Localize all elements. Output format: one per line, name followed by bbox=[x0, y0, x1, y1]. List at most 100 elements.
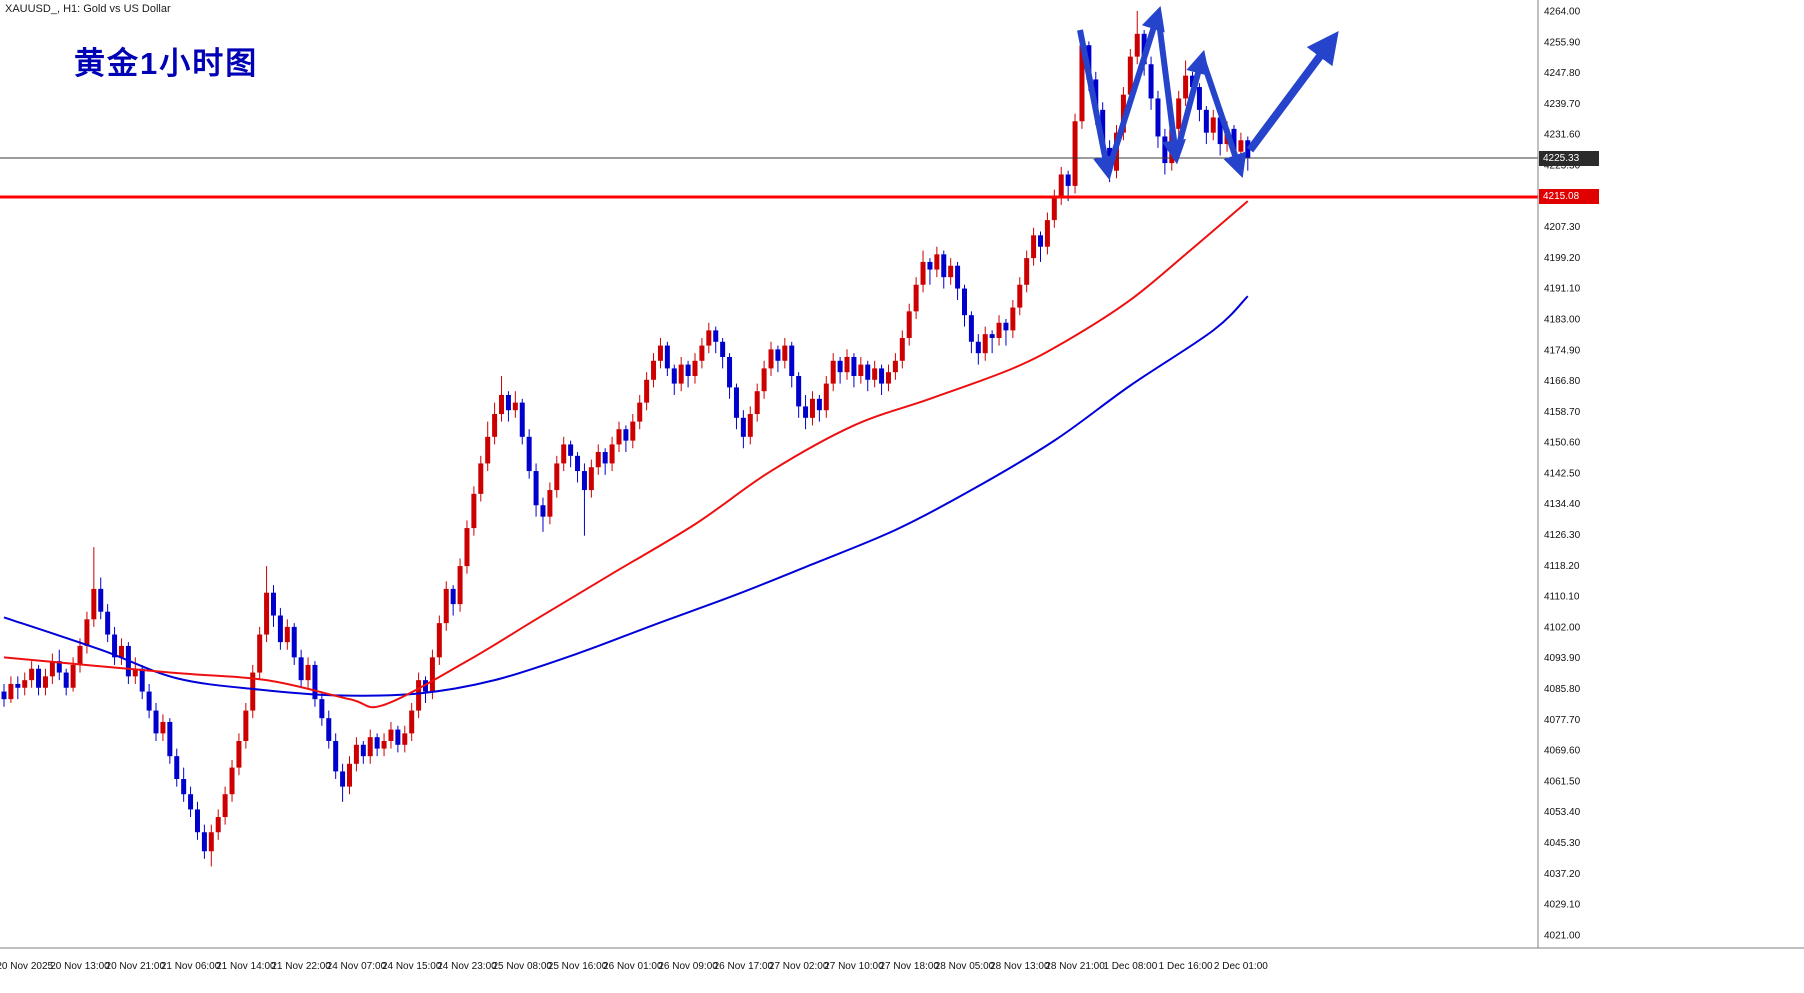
candle-body bbox=[84, 619, 90, 646]
annotation-arrow-segment[interactable] bbox=[1155, 13, 1186, 165]
candle-body bbox=[720, 341, 726, 357]
candle bbox=[961, 284, 967, 327]
candle-body bbox=[284, 626, 290, 643]
candle-body bbox=[982, 334, 988, 354]
time-axis-label: 21 Nov 06:00 bbox=[161, 961, 221, 972]
projection-arrow[interactable] bbox=[1246, 31, 1339, 153]
candle-body bbox=[816, 398, 822, 411]
candle-body bbox=[754, 391, 760, 415]
candle bbox=[1176, 90, 1182, 137]
time-axis-label: 26 Nov 17:00 bbox=[714, 961, 774, 972]
candle bbox=[353, 737, 359, 772]
candle bbox=[775, 345, 781, 373]
candle-body bbox=[423, 680, 429, 692]
candle-body bbox=[699, 345, 705, 361]
price-axis-label: 4207.30 bbox=[1544, 222, 1581, 233]
candle bbox=[112, 626, 118, 665]
candle bbox=[132, 657, 138, 684]
candle bbox=[264, 566, 270, 643]
candle-body bbox=[49, 661, 55, 677]
candle-body bbox=[1190, 75, 1196, 88]
candle bbox=[146, 683, 152, 719]
candle-body bbox=[1065, 174, 1071, 186]
annotation-arrow-segment[interactable] bbox=[1077, 29, 1117, 181]
candle bbox=[236, 733, 242, 776]
candle bbox=[740, 410, 746, 449]
annotation-arrow-segment[interactable] bbox=[1105, 5, 1165, 173]
candle-body bbox=[1058, 174, 1064, 198]
current-price-badge: 4225.33 bbox=[1539, 150, 1599, 166]
candle-body bbox=[858, 364, 864, 376]
candle bbox=[194, 801, 200, 840]
candle bbox=[347, 756, 352, 795]
candle bbox=[423, 676, 429, 703]
price-axis[interactable]: 4264.00 4255.90 4247.80 4239.70 4231.60 4223.… bbox=[1544, 7, 1581, 942]
candle-body bbox=[644, 379, 650, 403]
candle-body bbox=[913, 284, 919, 312]
time-axis-label: 25 Nov 08:00 bbox=[493, 961, 553, 972]
price-axis-label: 4174.90 bbox=[1544, 345, 1581, 356]
candle bbox=[56, 649, 62, 681]
candle-body bbox=[1210, 117, 1216, 133]
candle bbox=[554, 455, 560, 498]
candle-body bbox=[941, 254, 947, 278]
support-price-badge: 4215.08 bbox=[1539, 189, 1599, 205]
candle-body bbox=[609, 444, 615, 464]
candle bbox=[644, 372, 650, 411]
candle bbox=[77, 638, 83, 673]
candle bbox=[581, 463, 587, 536]
time-axis-label: 20 Nov 2025 bbox=[0, 961, 54, 972]
candle-body bbox=[91, 588, 97, 620]
candle bbox=[1, 683, 7, 707]
candle bbox=[478, 455, 484, 502]
candle bbox=[609, 436, 615, 472]
candle-body bbox=[803, 406, 809, 418]
candle-body bbox=[105, 611, 111, 635]
candle-body bbox=[8, 683, 14, 700]
candle-body bbox=[305, 664, 311, 681]
candle-body bbox=[70, 664, 76, 688]
candle bbox=[561, 436, 567, 472]
candle bbox=[409, 702, 415, 741]
candle bbox=[816, 395, 822, 422]
candle-body bbox=[733, 387, 739, 418]
candle-body bbox=[671, 368, 677, 384]
annotation-arrow-segment[interactable] bbox=[1199, 57, 1247, 178]
candle bbox=[1162, 128, 1168, 175]
price-axis-label: 4142.50 bbox=[1544, 468, 1581, 479]
candle-body bbox=[1072, 121, 1078, 186]
candle-body bbox=[809, 398, 815, 418]
candle-body bbox=[188, 794, 194, 810]
candles-layer bbox=[1, 11, 1251, 867]
candle-body bbox=[429, 657, 435, 692]
candle bbox=[955, 261, 961, 300]
candle bbox=[381, 733, 387, 757]
price-axis-label: 4045.30 bbox=[1544, 838, 1581, 849]
candle-body bbox=[616, 429, 622, 445]
time-axis-label: 27 Nov 10:00 bbox=[824, 961, 884, 972]
candle bbox=[505, 391, 511, 422]
candle bbox=[1031, 227, 1037, 266]
candle bbox=[761, 360, 767, 399]
candle-body bbox=[56, 661, 62, 673]
time-axis-label: 1 Dec 16:00 bbox=[1159, 961, 1213, 972]
candle bbox=[443, 581, 449, 631]
annotation-arrow-segment[interactable] bbox=[1173, 49, 1210, 157]
candle-body bbox=[15, 683, 21, 688]
candle-body bbox=[948, 265, 954, 278]
candle-body bbox=[388, 729, 394, 741]
candle bbox=[1003, 318, 1009, 346]
candle bbox=[374, 733, 380, 757]
candle bbox=[1024, 250, 1030, 293]
candle-body bbox=[485, 436, 491, 464]
candle bbox=[623, 425, 629, 453]
candle-body bbox=[630, 421, 636, 441]
candle bbox=[885, 364, 891, 392]
candle bbox=[84, 611, 90, 654]
candle bbox=[1203, 106, 1209, 145]
time-axis-label: 27 Nov 18:00 bbox=[879, 961, 939, 972]
candle bbox=[188, 786, 194, 818]
